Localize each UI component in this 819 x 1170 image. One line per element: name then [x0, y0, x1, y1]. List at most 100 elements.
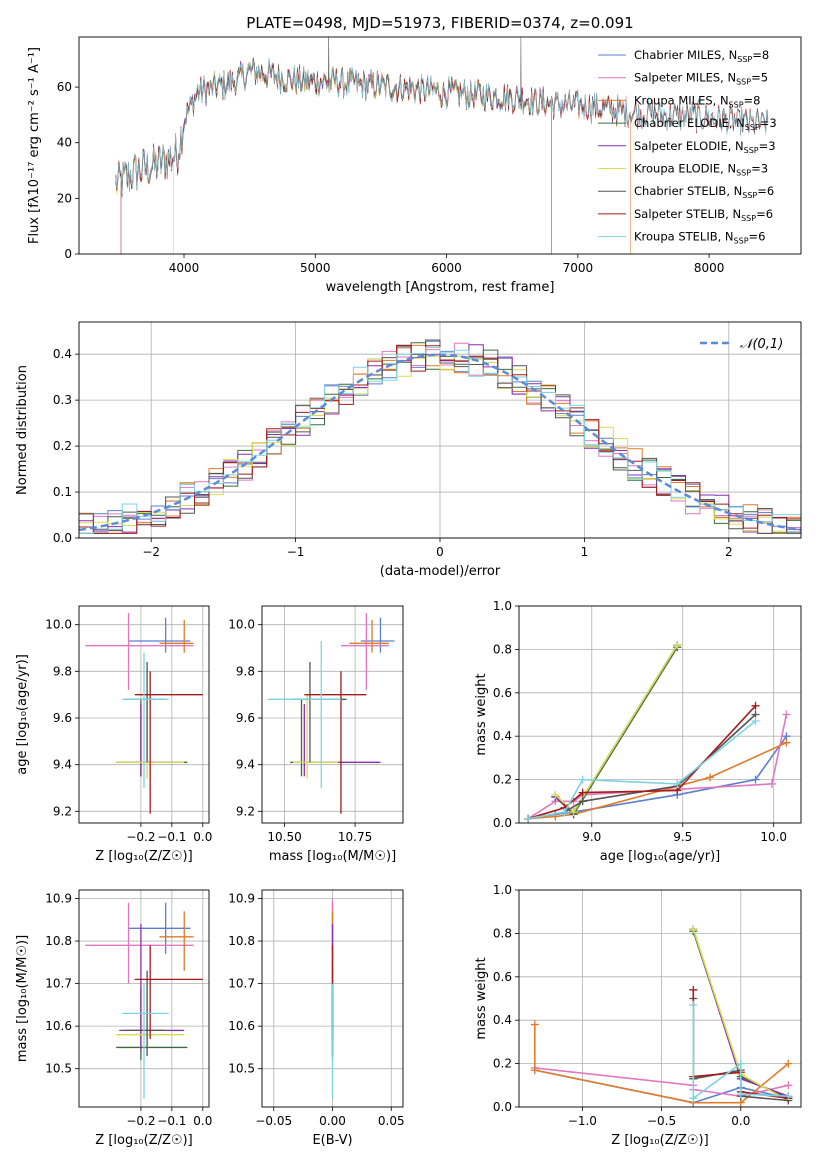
x-axis-label: Z [log₁₀(Z/Z☉)]: [611, 1133, 708, 1148]
mass-weight-marker: [784, 1092, 793, 1101]
x-axis-label: mass [log₁₀(M/M☉)]: [269, 849, 396, 864]
errorbar-point: [85, 902, 194, 984]
x-tick-label: 7000: [563, 261, 594, 275]
chart-weight_vs_age: 9.0 9.5 10.0 0.0 0.2 0.4 0.6 0.8 1.0 age [log₁₀(a…: [474, 599, 802, 864]
mass-weight-line: [527, 714, 788, 820]
plot-area: [267, 613, 395, 814]
errorbar-point: [128, 617, 191, 653]
chart-age_vs_Z: −0.2 −0.1 0.0 9.2 9.4 9.6 9.8 10.0 Z [log₁₀(Z/Z☉…: [15, 605, 212, 864]
x-tick-label: 0.05: [378, 1114, 405, 1128]
errorbar-point: [85, 613, 194, 690]
mass-weight-marker: [578, 797, 587, 806]
y-tick-label: 0.8: [493, 926, 512, 940]
mass-weight-marker: [736, 1059, 745, 1068]
x-tick-label: 0.0: [193, 1114, 212, 1128]
y-tick-label: 10.7: [228, 977, 255, 991]
x-tick-label: 0.0: [193, 830, 212, 844]
legend-label: Salpeter MILES, NSSP=5: [634, 71, 768, 87]
emission-spike: [328, 37, 330, 93]
mass-weight-marker: [689, 1001, 698, 1010]
x-tick-label: 5000: [300, 261, 331, 275]
y-tick-label: 1.0: [493, 599, 512, 613]
x-axis-label: age [log₁₀(age/yr)]: [600, 849, 721, 864]
y-tick-label: 0.6: [493, 970, 512, 984]
x-tick-label: −1.0: [568, 1114, 597, 1128]
y-tick-label: 0.4: [493, 1013, 512, 1027]
axis-frame: [78, 36, 802, 255]
plot-area: [115, 37, 769, 254]
y-tick-label: 0.2: [493, 773, 512, 787]
errorbar-point: [119, 704, 185, 777]
mass-weight-marker: [569, 808, 578, 817]
chart-mass_vs_ebv: −0.05 0.00 0.05 10.5 10.6 10.7 10.8 10.9 E(B-V): [228, 889, 405, 1148]
y-tick-label: 0.2: [493, 1057, 512, 1071]
axis-frame: [518, 889, 802, 1108]
y-tick-label: 9.8: [53, 664, 72, 678]
axis-frame: [78, 889, 210, 1108]
legend: Chabrier MILES, NSSP=8 Salpeter MILES, NS…: [598, 48, 777, 246]
chart-spectrum: 4000 5000 6000 7000 8000 0 20 40 60 wavelength [A…: [27, 36, 802, 295]
y-tick-label: 0.1: [53, 485, 72, 499]
plot-area: [85, 902, 203, 1099]
axis-frame: [78, 605, 210, 824]
mass-weight-marker: [782, 710, 791, 719]
mass-weight-marker: [751, 701, 760, 710]
x-axis-label: Z [log₁₀(Z/Z☉)]: [95, 1133, 192, 1148]
y-tick-label: 60: [57, 80, 72, 94]
figure-title: PLATE=0498, MJD=51973, FIBERID=0374, z=0…: [246, 14, 633, 32]
y-axis-label: mass weight: [474, 957, 489, 1039]
axis-frame: [261, 605, 404, 824]
mass-weight-marker: [560, 808, 569, 817]
x-axis-label: Z [log₁₀(Z/Z☉)]: [95, 849, 192, 864]
mass-weight-marker: [530, 1020, 539, 1029]
x-tick-label: −0.2: [126, 830, 155, 844]
mass-weight-marker: [689, 1094, 698, 1103]
y-tick-label: 0.4: [53, 347, 72, 361]
y-tick-label: 9.4: [236, 758, 255, 772]
model-spectrum-line: [115, 60, 769, 254]
y-tick-label: 20: [57, 191, 72, 205]
y-tick-label: 10.5: [228, 1062, 255, 1076]
errorbar-point: [134, 945, 203, 1039]
errorbar-point: [293, 694, 339, 779]
chart-residuals: −2 −1 0 1 2 0.0 0.1 0.2 0.3 0.4 (data-model)/error…: [15, 321, 802, 579]
y-tick-label: 0.8: [493, 642, 512, 656]
x-tick-label: 10.75: [338, 830, 372, 844]
y-tick-label: 0.6: [493, 686, 512, 700]
x-tick-label: 0.00: [319, 1114, 346, 1128]
y-axis-label: Flux [fλ10⁻¹⁷ erg cm⁻² s⁻¹ A⁻¹]: [27, 47, 42, 244]
x-tick-label: 8000: [694, 261, 725, 275]
mass-weight-marker: [673, 641, 682, 650]
model-spectrum-line: [115, 57, 769, 194]
mass-weight-marker: [784, 1081, 793, 1090]
y-tick-label: 10.6: [45, 1019, 72, 1033]
y-tick-label: 10.9: [45, 892, 72, 906]
y-axis-label: mass weight: [474, 673, 489, 755]
x-tick-label: −0.05: [255, 1114, 292, 1128]
y-tick-label: 9.2: [53, 804, 72, 818]
legend-label: Kroupa ELODIE, NSSP=3: [634, 162, 768, 178]
errorbar-point: [349, 620, 389, 653]
y-tick-label: 9.6: [53, 711, 72, 725]
mass-weight-marker: [551, 790, 560, 799]
x-axis-label: wavelength [Angstrom, rest frame]: [326, 280, 555, 295]
legend-label: Chabrier ELODIE, NSSP=3: [634, 116, 777, 132]
legend-label: Chabrier MILES, NSSP=8: [634, 48, 769, 64]
y-tick-label: 10.5: [45, 1062, 72, 1076]
mass-weight-marker: [689, 925, 698, 934]
y-axis-label: age [log₁₀(age/yr)]: [15, 654, 30, 775]
x-tick-label: −0.1: [157, 830, 186, 844]
axis-frame: [78, 321, 802, 539]
x-axis-label: E(B-V): [312, 1133, 352, 1148]
y-tick-label: 10.7: [45, 977, 72, 991]
y-tick-label: 0.0: [493, 1100, 512, 1114]
plot-area: [85, 613, 203, 814]
mass-weight-marker: [578, 775, 587, 784]
x-tick-label: 0.0: [731, 1114, 750, 1128]
axis-frame: [518, 605, 802, 824]
errorbar-point: [340, 613, 389, 690]
errorbar-point: [122, 652, 169, 788]
y-axis-label: mass [log₁₀(M/M☉)]: [15, 935, 30, 1062]
x-tick-label: −0.2: [126, 1114, 155, 1128]
axis-frame: [261, 889, 404, 1108]
